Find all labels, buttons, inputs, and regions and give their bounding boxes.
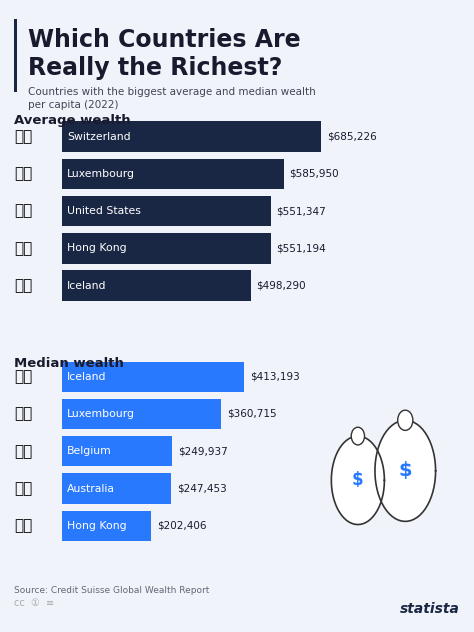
Text: Belgium: Belgium [67, 446, 112, 456]
Text: 🇮🇸: 🇮🇸 [14, 369, 33, 384]
Text: 🇮🇸: 🇮🇸 [14, 278, 33, 293]
Text: $585,950: $585,950 [290, 169, 339, 179]
Polygon shape [331, 436, 384, 525]
FancyBboxPatch shape [62, 399, 221, 429]
Text: $551,194: $551,194 [276, 243, 326, 253]
Text: Iceland: Iceland [67, 281, 107, 291]
FancyBboxPatch shape [62, 270, 251, 301]
Text: $413,193: $413,193 [250, 372, 300, 382]
Text: 🇱🇺: 🇱🇺 [14, 406, 33, 422]
FancyBboxPatch shape [62, 362, 245, 392]
Text: $498,290: $498,290 [256, 281, 306, 291]
Text: $247,453: $247,453 [177, 483, 227, 494]
Text: 🇧🇪: 🇧🇪 [14, 444, 33, 459]
FancyBboxPatch shape [62, 196, 271, 226]
FancyBboxPatch shape [14, 19, 17, 92]
Text: Hong Kong: Hong Kong [67, 521, 127, 531]
Text: Iceland: Iceland [67, 372, 107, 382]
FancyBboxPatch shape [62, 436, 172, 466]
Polygon shape [375, 420, 436, 521]
Text: 🇱🇺: 🇱🇺 [14, 166, 33, 181]
FancyBboxPatch shape [62, 159, 284, 189]
Text: Countries with the biggest average and median wealth
per capita (2022): Countries with the biggest average and m… [28, 87, 316, 109]
Text: United States: United States [67, 206, 141, 216]
FancyBboxPatch shape [62, 121, 321, 152]
Circle shape [398, 410, 413, 430]
Text: 🇺🇸: 🇺🇸 [14, 204, 33, 219]
Text: cc  ①  ≡: cc ① ≡ [14, 598, 55, 608]
Text: Luxembourg: Luxembourg [67, 409, 135, 419]
Text: 🇨🇭: 🇨🇭 [14, 129, 33, 144]
FancyBboxPatch shape [62, 473, 171, 504]
Text: $202,406: $202,406 [157, 521, 206, 531]
FancyBboxPatch shape [62, 233, 271, 264]
Text: Luxembourg: Luxembourg [67, 169, 135, 179]
Text: Hong Kong: Hong Kong [67, 243, 127, 253]
Text: $360,715: $360,715 [227, 409, 276, 419]
Text: Which Countries Are
Really the Richest?: Which Countries Are Really the Richest? [28, 28, 301, 80]
Text: $249,937: $249,937 [178, 446, 228, 456]
Text: Australia: Australia [67, 483, 115, 494]
Text: 🇭🇰: 🇭🇰 [14, 518, 33, 533]
Text: Average wealth: Average wealth [14, 114, 131, 127]
Text: $685,226: $685,226 [327, 131, 377, 142]
Text: Source: Credit Suisse Global Wealth Report: Source: Credit Suisse Global Wealth Repo… [14, 586, 210, 595]
Text: 🇦🇺: 🇦🇺 [14, 481, 33, 496]
Text: Switzerland: Switzerland [67, 131, 131, 142]
FancyBboxPatch shape [62, 511, 151, 541]
Text: $551,347: $551,347 [276, 206, 326, 216]
Text: 🇭🇰: 🇭🇰 [14, 241, 33, 256]
Text: $: $ [399, 461, 412, 480]
Circle shape [351, 427, 365, 445]
Text: statista: statista [400, 602, 460, 616]
Text: Median wealth: Median wealth [14, 357, 124, 370]
Text: $: $ [352, 471, 364, 489]
